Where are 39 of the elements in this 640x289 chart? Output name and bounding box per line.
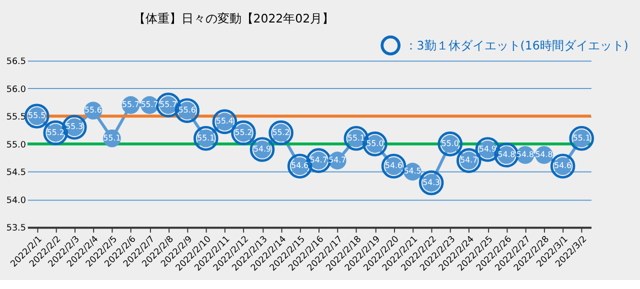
data-label: 54.9 bbox=[478, 144, 496, 154]
data-label: 55.1 bbox=[103, 133, 121, 142]
data-label: 54.6 bbox=[554, 161, 572, 170]
data-label: 54.8 bbox=[498, 150, 516, 159]
y-tick-label: 55.5 bbox=[6, 112, 26, 123]
data-label: 54.6 bbox=[291, 161, 309, 170]
data-label: 54.8 bbox=[535, 150, 553, 159]
data-label: 54.7 bbox=[460, 156, 478, 165]
chart-title: 【体重】日々の変動【2022年02月】 bbox=[133, 11, 334, 26]
data-label: 55.2 bbox=[46, 128, 64, 137]
data-label: 54.7 bbox=[328, 156, 346, 165]
data-label: 54.9 bbox=[254, 144, 271, 154]
data-label: 54.3 bbox=[422, 178, 440, 187]
data-label: 54.6 bbox=[385, 161, 402, 170]
data-label: 54.8 bbox=[516, 150, 534, 159]
data-label: 55.6 bbox=[178, 106, 196, 115]
data-label: 55.6 bbox=[84, 106, 102, 115]
data-label: 55.7 bbox=[140, 100, 158, 110]
y-tick-label: 54.0 bbox=[6, 196, 26, 206]
data-label: 55.1 bbox=[347, 133, 365, 142]
data-label: 54.7 bbox=[310, 156, 328, 165]
y-tick-label: 54.5 bbox=[6, 168, 26, 178]
y-tick-label: 56.0 bbox=[6, 84, 26, 95]
data-label: 55.5 bbox=[28, 111, 46, 120]
legend-label: ：3勤１休ダイエット(16時間ダイエット) bbox=[404, 38, 628, 52]
data-label: 55.3 bbox=[66, 122, 84, 132]
y-tick-label: 55.0 bbox=[6, 140, 26, 150]
data-label: 55.0 bbox=[366, 138, 384, 148]
data-label: 55.1 bbox=[572, 133, 590, 142]
data-label: 55.2 bbox=[234, 128, 252, 137]
data-label: 55.2 bbox=[272, 128, 290, 137]
data-label: 55.7 bbox=[122, 100, 140, 110]
data-label: 55.7 bbox=[160, 100, 178, 110]
data-label: 54.5 bbox=[404, 166, 422, 176]
data-label: 55.0 bbox=[441, 138, 459, 148]
y-tick-label: 56.5 bbox=[6, 57, 26, 68]
data-label: 55.1 bbox=[197, 133, 215, 142]
y-tick-label: 53.5 bbox=[6, 224, 26, 234]
data-label: 55.4 bbox=[216, 116, 234, 126]
